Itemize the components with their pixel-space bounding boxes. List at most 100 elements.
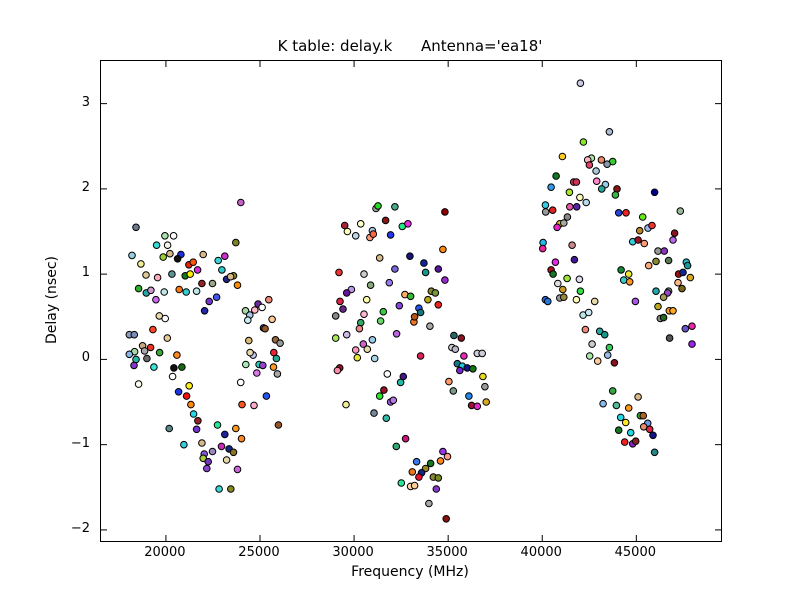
data-point (559, 285, 567, 294)
data-point (150, 363, 158, 371)
data-point (408, 468, 417, 476)
data-point (253, 369, 261, 377)
data-point (436, 457, 445, 465)
data-point (125, 350, 134, 359)
data-point (273, 370, 282, 378)
data-point (575, 275, 584, 284)
data-point (146, 343, 155, 352)
data-point (331, 312, 340, 320)
data-point (268, 315, 276, 324)
data-point (258, 303, 266, 312)
data-point (593, 357, 602, 365)
data-point (215, 485, 223, 493)
data-point (625, 278, 634, 286)
data-point (274, 421, 283, 429)
data-point (450, 331, 458, 340)
data-point (189, 410, 198, 418)
data-point (665, 334, 674, 342)
x-tick-label: 20000 (144, 545, 186, 560)
data-point (614, 209, 623, 217)
chart-title: K table: delay.k Antenna='ea18' (277, 37, 543, 55)
data-point (161, 232, 169, 240)
data-point (599, 399, 607, 408)
data-point (572, 203, 581, 211)
data-point (356, 318, 365, 327)
data-point (479, 372, 487, 381)
data-point (143, 354, 151, 363)
data-point (442, 515, 451, 523)
data-point (189, 258, 197, 266)
x-tick-label: 30000 (332, 545, 374, 560)
data-point (679, 268, 687, 277)
data-point (622, 209, 630, 217)
data-point (359, 340, 368, 348)
data-point (676, 207, 685, 215)
data-point (265, 295, 273, 304)
data-point (415, 473, 423, 481)
data-point (173, 351, 181, 359)
data-point (182, 288, 190, 296)
data-point (182, 392, 191, 400)
data-point (238, 400, 246, 409)
data-point (603, 351, 612, 359)
x-tick-label: 45000 (614, 545, 656, 560)
data-point (351, 232, 360, 240)
data-point (610, 359, 619, 367)
data-point (343, 227, 352, 236)
data-point (426, 322, 434, 331)
data-point (217, 442, 226, 451)
data-point (336, 297, 344, 306)
data-point (175, 285, 183, 294)
data-point (396, 378, 405, 387)
data-point (132, 223, 140, 232)
data-point (375, 392, 384, 400)
data-point (178, 363, 186, 371)
data-point (579, 138, 588, 146)
plot-area (100, 60, 722, 542)
data-point (634, 236, 642, 244)
data-point (245, 336, 253, 345)
data-point (340, 221, 349, 230)
data-point (187, 400, 195, 409)
data-point (572, 295, 581, 304)
data-point (205, 297, 213, 306)
data-point (392, 442, 401, 451)
data-point (192, 287, 201, 295)
data-point (382, 414, 391, 423)
data-point (434, 474, 443, 482)
data-point (664, 256, 673, 265)
data-point (563, 274, 571, 283)
data-point (669, 236, 677, 244)
data-point (226, 272, 235, 281)
data-point (635, 226, 644, 235)
data-point (443, 452, 452, 461)
data-point (638, 213, 647, 221)
data-point (649, 431, 657, 440)
data-point (339, 305, 347, 313)
data-point (460, 352, 468, 360)
data-point (631, 437, 640, 446)
data-point (441, 208, 449, 216)
data-point (222, 456, 231, 464)
data-point (246, 348, 254, 357)
data-point (645, 425, 654, 434)
data-point (434, 301, 443, 309)
data-point (617, 266, 625, 274)
data-point (383, 370, 392, 378)
data-point (585, 161, 594, 169)
data-point (389, 396, 398, 405)
data-point (342, 289, 351, 297)
data-point (137, 260, 145, 268)
data-point (456, 366, 464, 375)
data-point (212, 293, 221, 301)
data-point (355, 324, 364, 333)
data-point (432, 485, 441, 493)
data-point (544, 297, 552, 306)
data-point (654, 247, 662, 255)
data-point (590, 297, 599, 306)
data-point (576, 79, 585, 88)
data-point (570, 255, 579, 264)
data-point (457, 334, 466, 342)
data-point (168, 270, 176, 278)
data-point (214, 256, 222, 265)
